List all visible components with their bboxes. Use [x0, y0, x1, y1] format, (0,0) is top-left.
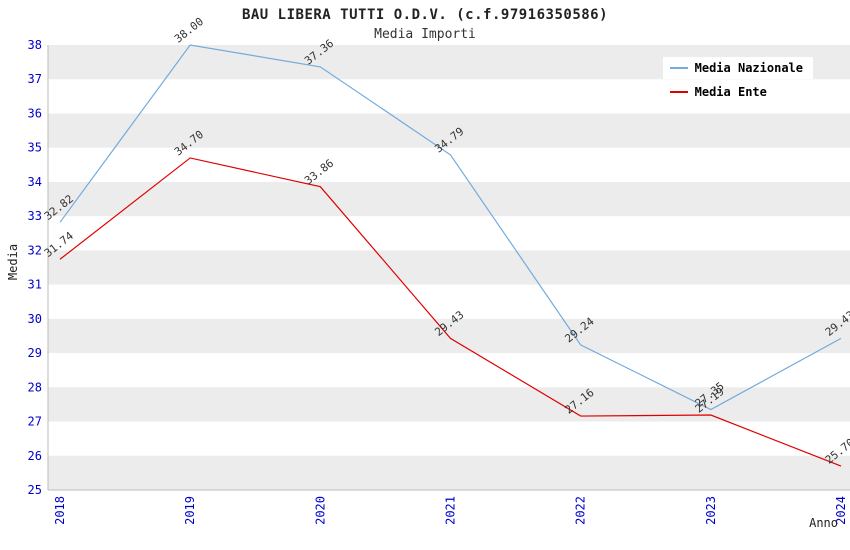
- legend-label: Media Ente: [694, 85, 767, 99]
- svg-text:32: 32: [28, 243, 42, 257]
- svg-text:26: 26: [28, 449, 42, 463]
- legend-item-media-ente: Media Ente: [662, 81, 813, 103]
- legend-label: Media Nazionale: [694, 61, 803, 75]
- chart-subtitle: Media Importi: [374, 27, 476, 42]
- svg-text:2019: 2019: [183, 496, 197, 525]
- svg-text:2022: 2022: [574, 496, 588, 525]
- legend-line-icon: [669, 91, 688, 93]
- grid-bands: [48, 45, 850, 490]
- svg-text:33: 33: [28, 209, 42, 223]
- legend-line-icon: [669, 67, 688, 69]
- axes: [47, 45, 850, 491]
- x-tick-labels: 2018 2019 2020 2021 2022 2023 2024: [53, 496, 848, 525]
- svg-text:35: 35: [28, 141, 42, 155]
- svg-text:36: 36: [28, 106, 42, 120]
- chart-title: BAU LIBERA TUTTI O.D.V. (c.f.97916350586…: [241, 7, 609, 23]
- svg-text:34: 34: [28, 175, 42, 189]
- svg-text:2018: 2018: [53, 496, 67, 525]
- svg-text:28: 28: [28, 380, 42, 394]
- chart-legend: Media Nazionale Media Ente: [662, 57, 813, 103]
- x-axis-title: Anno: [809, 516, 838, 530]
- svg-text:30: 30: [28, 312, 42, 326]
- svg-text:38: 38: [28, 38, 42, 52]
- svg-text:2024: 2024: [834, 496, 848, 525]
- svg-text:25: 25: [28, 483, 42, 497]
- svg-text:2023: 2023: [704, 496, 718, 525]
- y-axis-title: Media: [6, 243, 20, 281]
- svg-text:29: 29: [28, 346, 42, 360]
- svg-text:37: 37: [28, 72, 42, 86]
- svg-text:27: 27: [28, 415, 42, 429]
- svg-text:31: 31: [28, 278, 42, 292]
- legend-item-media-nazionale: Media Nazionale: [662, 57, 813, 79]
- y-tick-labels: 25 26 27 28 29 30 31 32 33 34 35 36 37 38: [28, 38, 42, 497]
- svg-text:2021: 2021: [444, 496, 458, 525]
- svg-text:2020: 2020: [313, 496, 327, 525]
